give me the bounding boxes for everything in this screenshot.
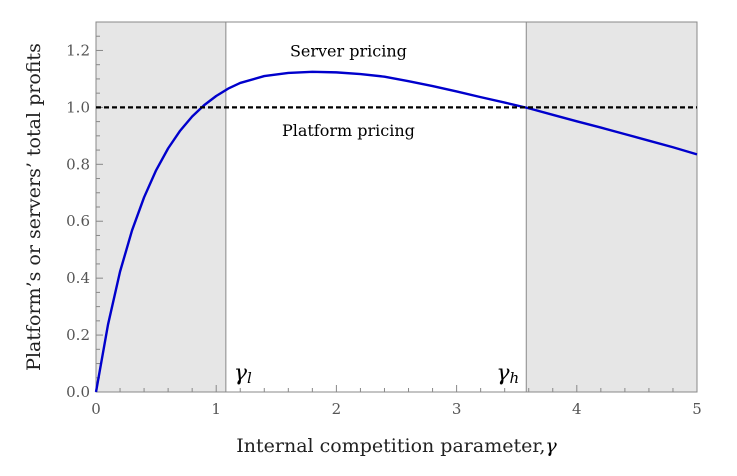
y-tick-label-3: 0.6 — [66, 212, 90, 230]
threshold-label-h: γh — [496, 361, 519, 387]
threshold-label-subscript: h — [509, 369, 519, 387]
y-tick-label-2: 0.4 — [66, 269, 90, 287]
server-pricing-curve — [94, 70, 698, 393]
annotation-1: Server pricing — [290, 41, 407, 60]
y-tick-label-4: 0.8 — [66, 155, 90, 173]
y-tick-label-1: 0.2 — [66, 326, 90, 344]
shaded-regions — [96, 22, 697, 392]
y-axis-title: Platform’s or servers’ total profits — [23, 43, 45, 371]
x-tick-label-5: 5 — [692, 400, 702, 418]
x-axis-title-symbol: γ — [545, 435, 557, 457]
x-tick-label-2: 2 — [332, 400, 342, 418]
threshold-label-l: γl — [234, 361, 252, 387]
shaded-region-1 — [96, 22, 226, 392]
x-tick-label-3: 3 — [452, 400, 462, 418]
x-tick-label-4: 4 — [572, 400, 582, 418]
y-tick-label-5: 1.0 — [66, 98, 90, 116]
annotation-2: Platform pricing — [282, 121, 415, 140]
axis-ticks: 0 1 2 3 4 5 0.0 0.2 0.4 0.6 0.8 1.0 1.2 — [66, 35, 702, 418]
y-tick-label-6: 1.2 — [66, 41, 90, 59]
threshold-label-symbol: γ — [234, 361, 248, 386]
x-axis-title: Internal competition parameter,γ — [236, 435, 557, 457]
y-tick-label-0: 0.0 — [66, 383, 90, 401]
threshold-lines — [225, 22, 527, 392]
x-axis-title-text: Internal competition parameter, — [236, 435, 545, 457]
shaded-region-2 — [526, 22, 697, 392]
x-tick-label-0: 0 — [91, 400, 101, 418]
threshold-label-subscript: l — [247, 369, 252, 387]
x-tick-label-1: 1 — [211, 400, 221, 418]
threshold-label-symbol: γ — [496, 361, 510, 386]
series — [94, 70, 698, 393]
